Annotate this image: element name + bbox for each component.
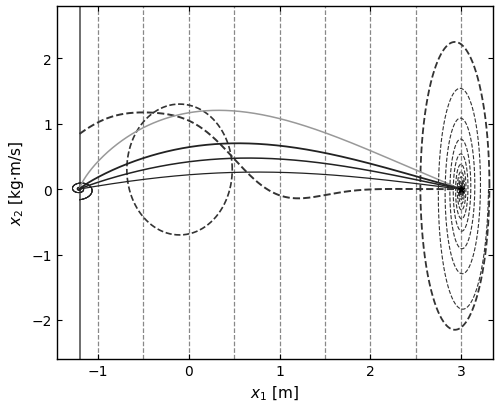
X-axis label: $x_1$ [m]: $x_1$ [m] <box>250 384 300 402</box>
Y-axis label: $x_2$ [kg$\cdot$m/s]: $x_2$ [kg$\cdot$m/s] <box>7 141 26 226</box>
